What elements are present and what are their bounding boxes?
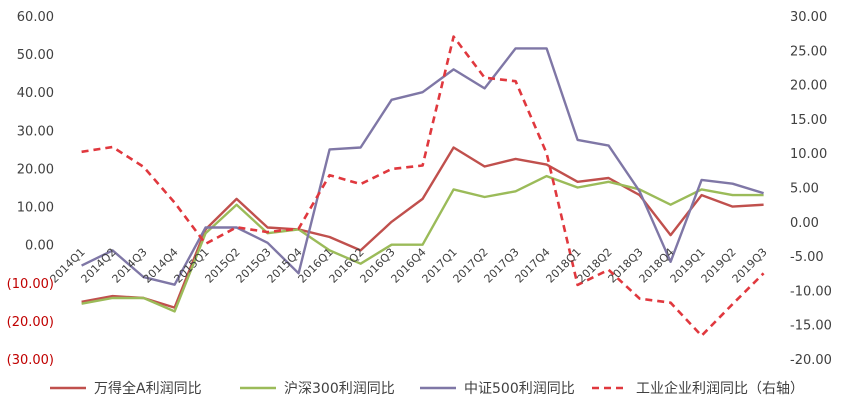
left-tick-label: 30.00 [17, 124, 54, 139]
series-line-1 [81, 146, 764, 309]
left-tick-label: 60.00 [17, 10, 54, 25]
left-tick-label: 40.00 [17, 86, 54, 101]
right-axis-ticks: 30.00 25.00 20.00 15.00 10.00 5.00 0.00 -5.00 -1… [790, 10, 832, 368]
x-tick-label: 2019Q3 [730, 246, 770, 286]
left-tick-label: 50.00 [17, 48, 54, 63]
right-tick-label: 10.00 [790, 147, 827, 162]
right-tick-label: -20.00 [790, 353, 832, 368]
left-tick-label: (10.00) [7, 277, 54, 292]
legend: 万得全A利润同比 沪深300利润同比 中证500利润同比 工业企业利润同比（右轴） [50, 380, 804, 397]
right-tick-label: -15.00 [790, 319, 832, 334]
series-lines [81, 35, 765, 338]
right-tick-label: 5.00 [790, 182, 819, 197]
left-tick-label: 10.00 [17, 201, 54, 216]
legend-label: 中证500利润同比 [464, 381, 575, 397]
series-line-4 [81, 35, 765, 338]
legend-label: 沪深300利润同比 [284, 381, 395, 397]
right-tick-label: -5.00 [790, 250, 824, 265]
left-axis-ticks: 60.00 50.00 40.00 30.00 20.00 10.00 0.00 (10.00… [7, 10, 54, 368]
left-tick-label: (20.00) [7, 315, 54, 330]
legend-label: 万得全A利润同比 [94, 380, 202, 397]
right-tick-label: 0.00 [790, 216, 819, 231]
right-tick-label: 30.00 [790, 10, 827, 25]
left-tick-label: (30.00) [7, 353, 54, 368]
left-tick-label: 0.00 [25, 239, 54, 254]
right-tick-label: 25.00 [790, 44, 827, 59]
left-tick-label: 20.00 [17, 162, 54, 177]
right-tick-label: -10.00 [790, 284, 832, 299]
series-line-2 [81, 174, 764, 313]
legend-label: 工业企业利润同比（右轴） [636, 380, 804, 397]
right-tick-label: 15.00 [790, 113, 827, 128]
series-line-3 [81, 47, 764, 286]
right-tick-label: 20.00 [790, 79, 827, 94]
